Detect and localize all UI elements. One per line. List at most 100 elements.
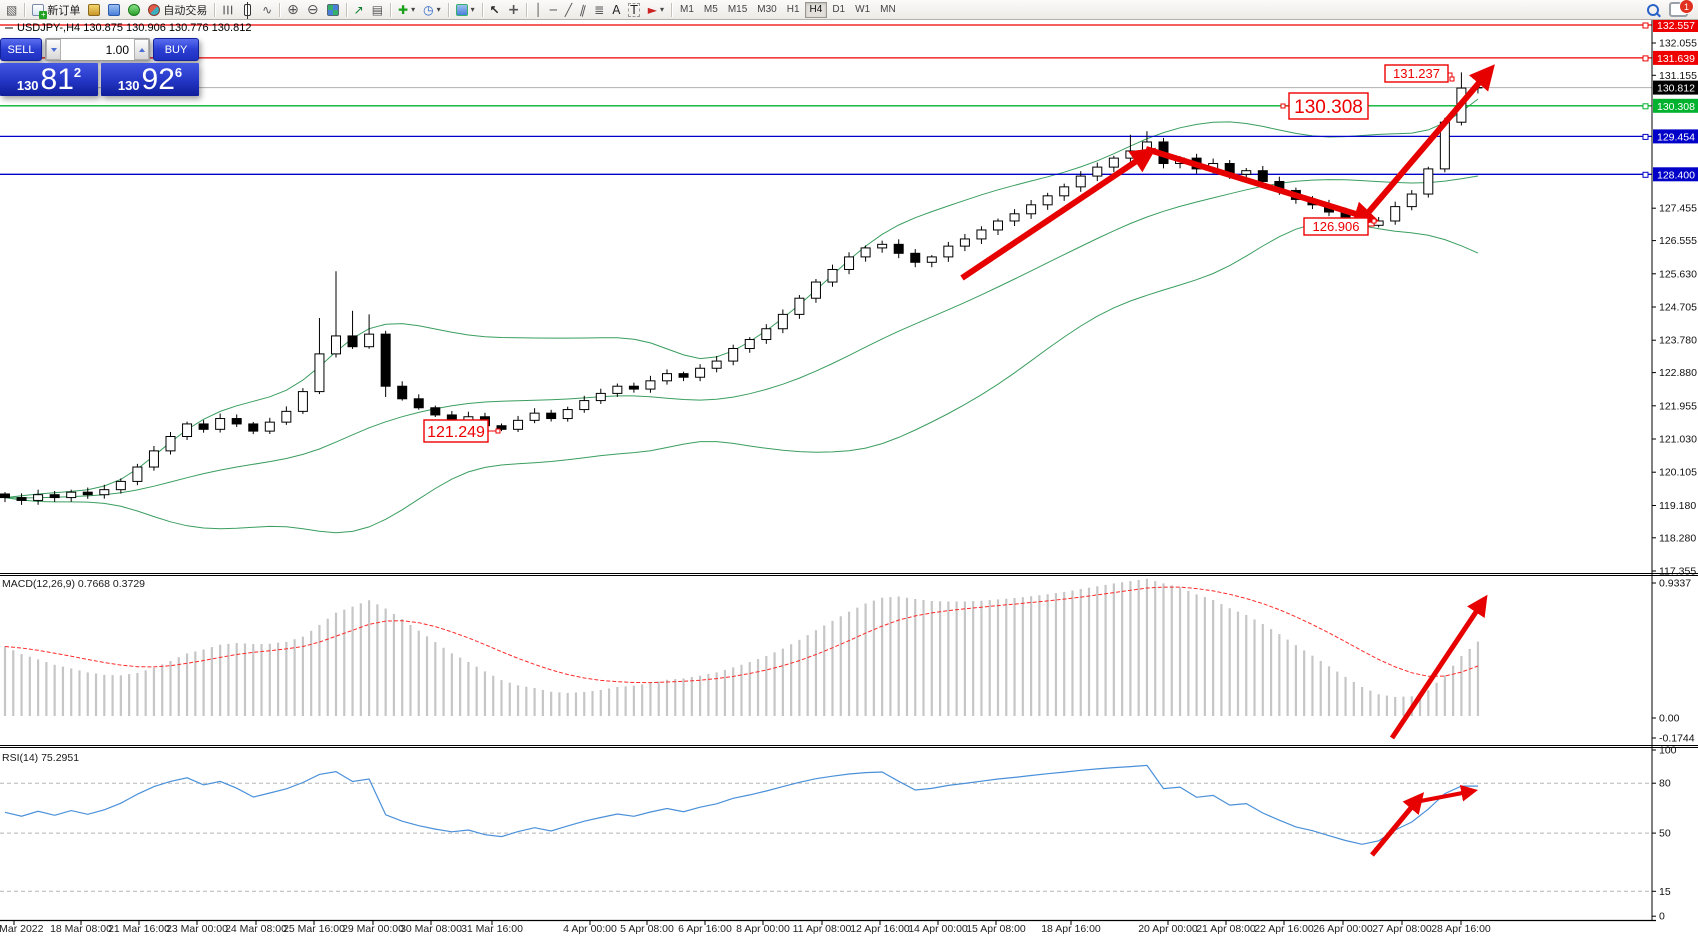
trend-arrow[interactable]: [1364, 64, 1495, 216]
trend-arrow[interactable]: [1409, 784, 1478, 805]
buy-button[interactable]: BUY: [153, 38, 199, 61]
notifications-icon[interactable]: 1: [1669, 0, 1694, 17]
shapes-icon: ►: [647, 2, 657, 17]
annotation-label: 126.906: [1313, 219, 1360, 234]
search-icon[interactable]: [1647, 3, 1659, 16]
volume-increase-button[interactable]: [134, 39, 149, 60]
toolbar: ▧ 新订单 自动交易 ☰ ∿ ⊕ ⊖ ↗ ▤ ✚▾ ◷▾ ▾ ↖ + │: [0, 0, 1698, 20]
timeframe-H1[interactable]: H1: [782, 2, 805, 18]
trend-arrow[interactable]: [1389, 594, 1488, 740]
buy-price-tile[interactable]: 130 92 6: [101, 63, 199, 96]
add-indicator-button[interactable]: ✚ ▾: [394, 1, 419, 19]
price-badge: [1653, 80, 1698, 95]
bar-chart-button[interactable]: ☰: [218, 1, 237, 19]
autotrading-button[interactable]: 自动交易: [144, 1, 211, 19]
chevron-down-icon: ▾: [470, 5, 475, 14]
volume-decrease-button[interactable]: [46, 39, 61, 60]
timeframe-M1[interactable]: M1: [675, 2, 699, 18]
volume-input[interactable]: 1.00: [105, 42, 129, 57]
signal-icon: [128, 3, 141, 16]
rsi-tick-label: 50: [1659, 828, 1671, 840]
vertical-line-button[interactable]: │: [530, 1, 545, 19]
price-badge: [1653, 167, 1698, 182]
trade-panel-prices: 130 81 2 130 92 6: [0, 63, 199, 96]
profile-icon[interactable]: ▧: [2, 1, 21, 19]
price-tick-label: 117.355: [1659, 566, 1696, 578]
price-badge: [1653, 50, 1698, 65]
zoom-in-button[interactable]: ⊕: [283, 1, 303, 19]
crosshair-button[interactable]: +: [504, 1, 524, 19]
line-chart-button[interactable]: ∿: [258, 1, 276, 19]
shapes-button[interactable]: ► ▾: [644, 1, 668, 19]
date-label: 12 Apr 16:00: [850, 923, 910, 935]
trend-arrow[interactable]: [960, 147, 1157, 281]
toolbar-right: 1: [1647, 0, 1696, 17]
data-window-button[interactable]: [104, 1, 124, 19]
annotation-box[interactable]: [1384, 64, 1449, 83]
chevron-up-icon: [138, 47, 145, 52]
price-badge-label: 130.308: [1657, 101, 1695, 113]
panel-separators: [0, 573, 1698, 922]
templates-button[interactable]: ▤: [368, 1, 387, 19]
price-tick-label: 127.455: [1659, 203, 1697, 215]
macd-tick-label: 0.00: [1659, 713, 1680, 725]
chart-title: USDJPY-,H4 130.875 130.906 130.776 130.8…: [17, 22, 252, 34]
annotation-box[interactable]: [1288, 92, 1369, 120]
date-label: 21 Apr 08:00: [1196, 923, 1256, 935]
timeframe-M30[interactable]: M30: [752, 2, 781, 18]
timeframe-D1[interactable]: D1: [827, 2, 850, 18]
timeframe-M15[interactable]: M15: [723, 2, 752, 18]
navigator-button[interactable]: [124, 1, 144, 19]
date-label: 21 Mar 16:00: [108, 923, 170, 935]
annotation-label: 121.249: [427, 424, 485, 441]
timeframe-M5[interactable]: M5: [699, 2, 723, 18]
horizontal-line-button[interactable]: ─: [546, 1, 561, 19]
market-watch-button[interactable]: [84, 1, 104, 19]
sell-price-tile[interactable]: 130 81 2: [0, 63, 98, 96]
periods-button[interactable]: ◷ ▾: [419, 1, 445, 19]
volume-stepper: 1.00: [45, 38, 150, 61]
trend-arrow[interactable]: [1370, 792, 1425, 857]
new-order-button[interactable]: 新订单: [28, 1, 84, 19]
price-tick-label: 121.030: [1659, 434, 1697, 446]
channel-button[interactable]: ∥: [576, 1, 590, 19]
timeframe-MN[interactable]: MN: [875, 2, 901, 18]
chart-style-button[interactable]: ▾: [452, 1, 479, 19]
date-label: 17 Mar 2022: [0, 923, 44, 935]
zoom-out-button[interactable]: ⊖: [303, 1, 323, 19]
tile-windows-icon: [326, 3, 339, 16]
price-tick-label: 119.180: [1659, 500, 1696, 512]
timeframe-W1[interactable]: W1: [850, 2, 875, 18]
line-chart-icon: ∿: [262, 2, 273, 17]
sell-price-sup: 2: [73, 65, 82, 80]
fibonacci-button[interactable]: ≣: [590, 1, 608, 19]
trade-panel-controls: SELL 1.00 BUY: [0, 38, 199, 61]
indicators-button[interactable]: ↗: [350, 1, 368, 19]
tile-windows-button[interactable]: [323, 1, 343, 19]
add-indicator-icon: ✚: [398, 2, 409, 17]
market-watch-icon: [88, 3, 101, 16]
text-tool-button[interactable]: A: [608, 1, 624, 19]
vertical-line-icon: │: [534, 2, 542, 17]
rsi-label: RSI(14) 75.2951: [2, 752, 79, 764]
text-label-button[interactable]: T: [624, 1, 643, 19]
cursor-icon: ↖: [489, 2, 500, 17]
price-levels: [0, 22, 1652, 178]
trend-arrow[interactable]: [1145, 146, 1380, 226]
timeframe-H4[interactable]: H4: [804, 1, 828, 18]
rsi-tick-label: 80: [1659, 778, 1671, 790]
cursor-button[interactable]: ↖: [486, 1, 504, 19]
price-badge-label: 129.454: [1657, 131, 1695, 143]
annotation-box[interactable]: [423, 419, 489, 443]
annotation-box[interactable]: [1303, 217, 1369, 236]
price-badge: [1653, 129, 1698, 144]
chart-style-icon: [455, 3, 468, 16]
candlestick-chart-button[interactable]: [237, 1, 258, 19]
sell-button[interactable]: SELL: [0, 38, 42, 61]
trendline-button[interactable]: ╱: [561, 1, 576, 19]
autotrading-label: 自动交易: [163, 4, 208, 17]
date-label: 25 Mar 16:00: [283, 923, 345, 935]
